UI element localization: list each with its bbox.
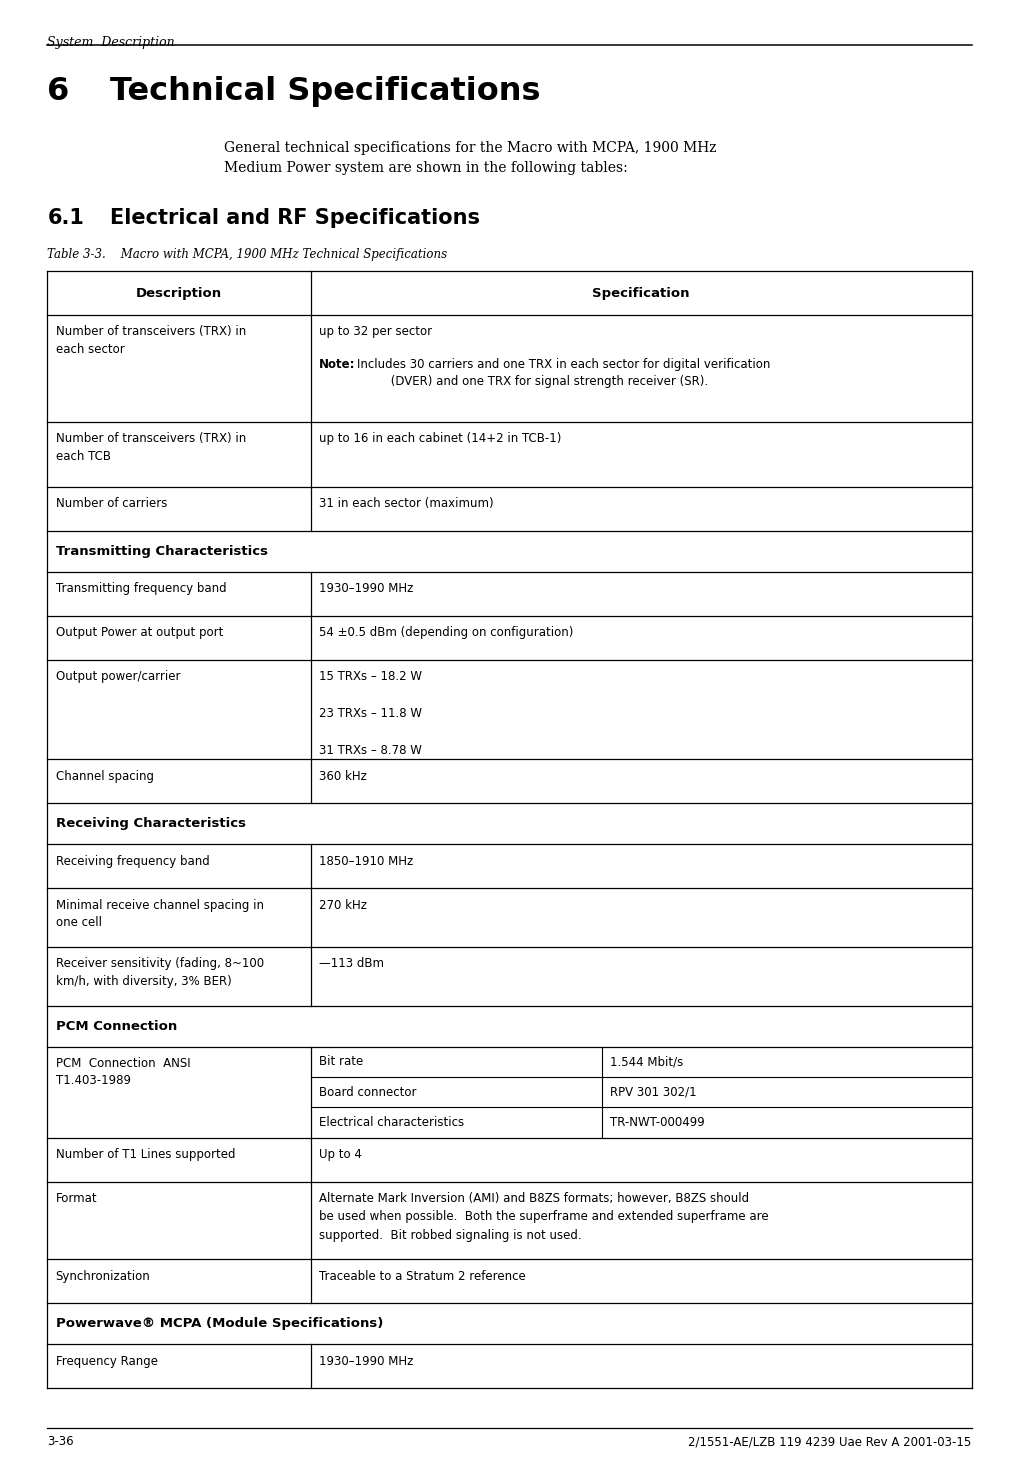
Text: General technical specifications for the Macro with MCPA, 1900 MHz
Medium Power : General technical specifications for the… xyxy=(224,141,717,174)
Text: Minimal receive channel spacing in
one cell: Minimal receive channel spacing in one c… xyxy=(56,899,264,929)
Text: Transmitting frequency band: Transmitting frequency band xyxy=(56,582,226,595)
Text: 15 TRXs – 18.2 W

23 TRXs – 11.8 W

31 TRXs – 8.78 W: 15 TRXs – 18.2 W 23 TRXs – 11.8 W 31 TRX… xyxy=(319,670,422,756)
Text: Format: Format xyxy=(56,1192,97,1205)
Text: Receiving Characteristics: Receiving Characteristics xyxy=(56,818,245,830)
Text: up to 16 in each cabinet (14+2 in TCB-1): up to 16 in each cabinet (14+2 in TCB-1) xyxy=(319,432,562,446)
Text: 6: 6 xyxy=(47,76,70,107)
Text: Transmitting Characteristics: Transmitting Characteristics xyxy=(56,545,268,557)
Text: 2/1551-AE/LZB 119 4239 Uae Rev A 2001-03-15: 2/1551-AE/LZB 119 4239 Uae Rev A 2001-03… xyxy=(689,1435,972,1448)
Text: RPV 301 302/1: RPV 301 302/1 xyxy=(610,1086,696,1098)
Text: Channel spacing: Channel spacing xyxy=(56,770,154,783)
Text: —113 dBm: —113 dBm xyxy=(319,957,384,970)
Text: 360 kHz: 360 kHz xyxy=(319,770,367,783)
Text: 54 ±0.5 dBm (depending on configuration): 54 ±0.5 dBm (depending on configuration) xyxy=(319,626,574,639)
Text: Board connector: Board connector xyxy=(319,1086,416,1098)
Text: 270 kHz: 270 kHz xyxy=(319,899,367,912)
Text: Number of transceivers (TRX) in
each TCB: Number of transceivers (TRX) in each TCB xyxy=(56,432,245,463)
Text: Synchronization: Synchronization xyxy=(56,1270,150,1283)
Text: Receiver sensitivity (fading, 8~100
km/h, with diversity, 3% BER): Receiver sensitivity (fading, 8~100 km/h… xyxy=(56,957,264,988)
Text: Table 3-3.    Macro with MCPA, 1900 MHz Technical Specifications: Table 3-3. Macro with MCPA, 1900 MHz Tec… xyxy=(47,248,447,261)
Text: Description: Description xyxy=(136,287,222,299)
Text: Alternate Mark Inversion (AMI) and B8ZS formats; however, B8ZS should
be used wh: Alternate Mark Inversion (AMI) and B8ZS … xyxy=(319,1192,769,1242)
Text: Output power/carrier: Output power/carrier xyxy=(56,670,180,683)
Text: 1930–1990 MHz: 1930–1990 MHz xyxy=(319,582,413,595)
Text: Powerwave® MCPA (Module Specifications): Powerwave® MCPA (Module Specifications) xyxy=(56,1318,383,1330)
Text: 6.1: 6.1 xyxy=(47,208,85,229)
Text: Electrical and RF Specifications: Electrical and RF Specifications xyxy=(110,208,480,229)
Text: Number of transceivers (TRX) in
each sector: Number of transceivers (TRX) in each sec… xyxy=(56,325,245,356)
Text: Output Power at output port: Output Power at output port xyxy=(56,626,223,639)
Text: Specification: Specification xyxy=(593,287,690,299)
Text: PCM  Connection  ANSI
T1.403-1989: PCM Connection ANSI T1.403-1989 xyxy=(56,1057,190,1088)
Text: TR-NWT-000499: TR-NWT-000499 xyxy=(610,1116,704,1129)
Text: Technical Specifications: Technical Specifications xyxy=(110,76,540,107)
Text: 31 in each sector (maximum): 31 in each sector (maximum) xyxy=(319,497,494,510)
Text: up to 32 per sector: up to 32 per sector xyxy=(319,325,432,339)
Text: Number of T1 Lines supported: Number of T1 Lines supported xyxy=(56,1148,235,1161)
Text: PCM Connection: PCM Connection xyxy=(56,1020,177,1032)
Text: System  Description: System Description xyxy=(47,35,175,48)
Text: 3-36: 3-36 xyxy=(47,1435,74,1448)
Text: Frequency Range: Frequency Range xyxy=(56,1355,158,1368)
Text: Traceable to a Stratum 2 reference: Traceable to a Stratum 2 reference xyxy=(319,1270,525,1283)
Text: Electrical characteristics: Electrical characteristics xyxy=(319,1116,464,1129)
Text: Receiving frequency band: Receiving frequency band xyxy=(56,855,209,868)
Text: Bit rate: Bit rate xyxy=(319,1056,364,1069)
Text: 1.544 Mbit/s: 1.544 Mbit/s xyxy=(610,1056,683,1069)
Text: 1930–1990 MHz: 1930–1990 MHz xyxy=(319,1355,413,1368)
Text: Up to 4: Up to 4 xyxy=(319,1148,362,1161)
Text: 1850–1910 MHz: 1850–1910 MHz xyxy=(319,855,413,868)
Text: Number of carriers: Number of carriers xyxy=(56,497,167,510)
Text: Includes 30 carriers and one TRX in each sector for digital verification
       : Includes 30 carriers and one TRX in each… xyxy=(358,358,771,387)
Text: Note:: Note: xyxy=(319,358,356,371)
